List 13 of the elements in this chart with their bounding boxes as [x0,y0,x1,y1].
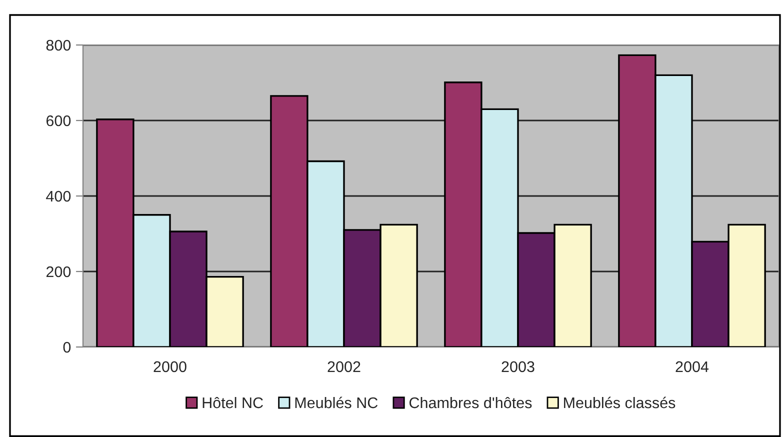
x-tick-label: 2004 [676,361,709,372]
legend-label: Chambres d'hôtes [409,396,532,408]
legend-label: Hôtel NC [202,396,263,408]
x-tick-label: 2002 [328,361,360,372]
y-tick-label: 0 [63,342,71,353]
x-tick-label: 2003 [502,361,534,372]
x-tick-label: 2000 [154,361,186,372]
y-tick-label: 400 [46,190,71,202]
y-tick-label: 600 [46,115,71,126]
y-tick-label: 800 [46,40,71,51]
y-tick-label: 200 [46,266,71,278]
legend-label: Meublés NC [295,396,378,408]
legend-label: Meublés classés [564,396,676,408]
